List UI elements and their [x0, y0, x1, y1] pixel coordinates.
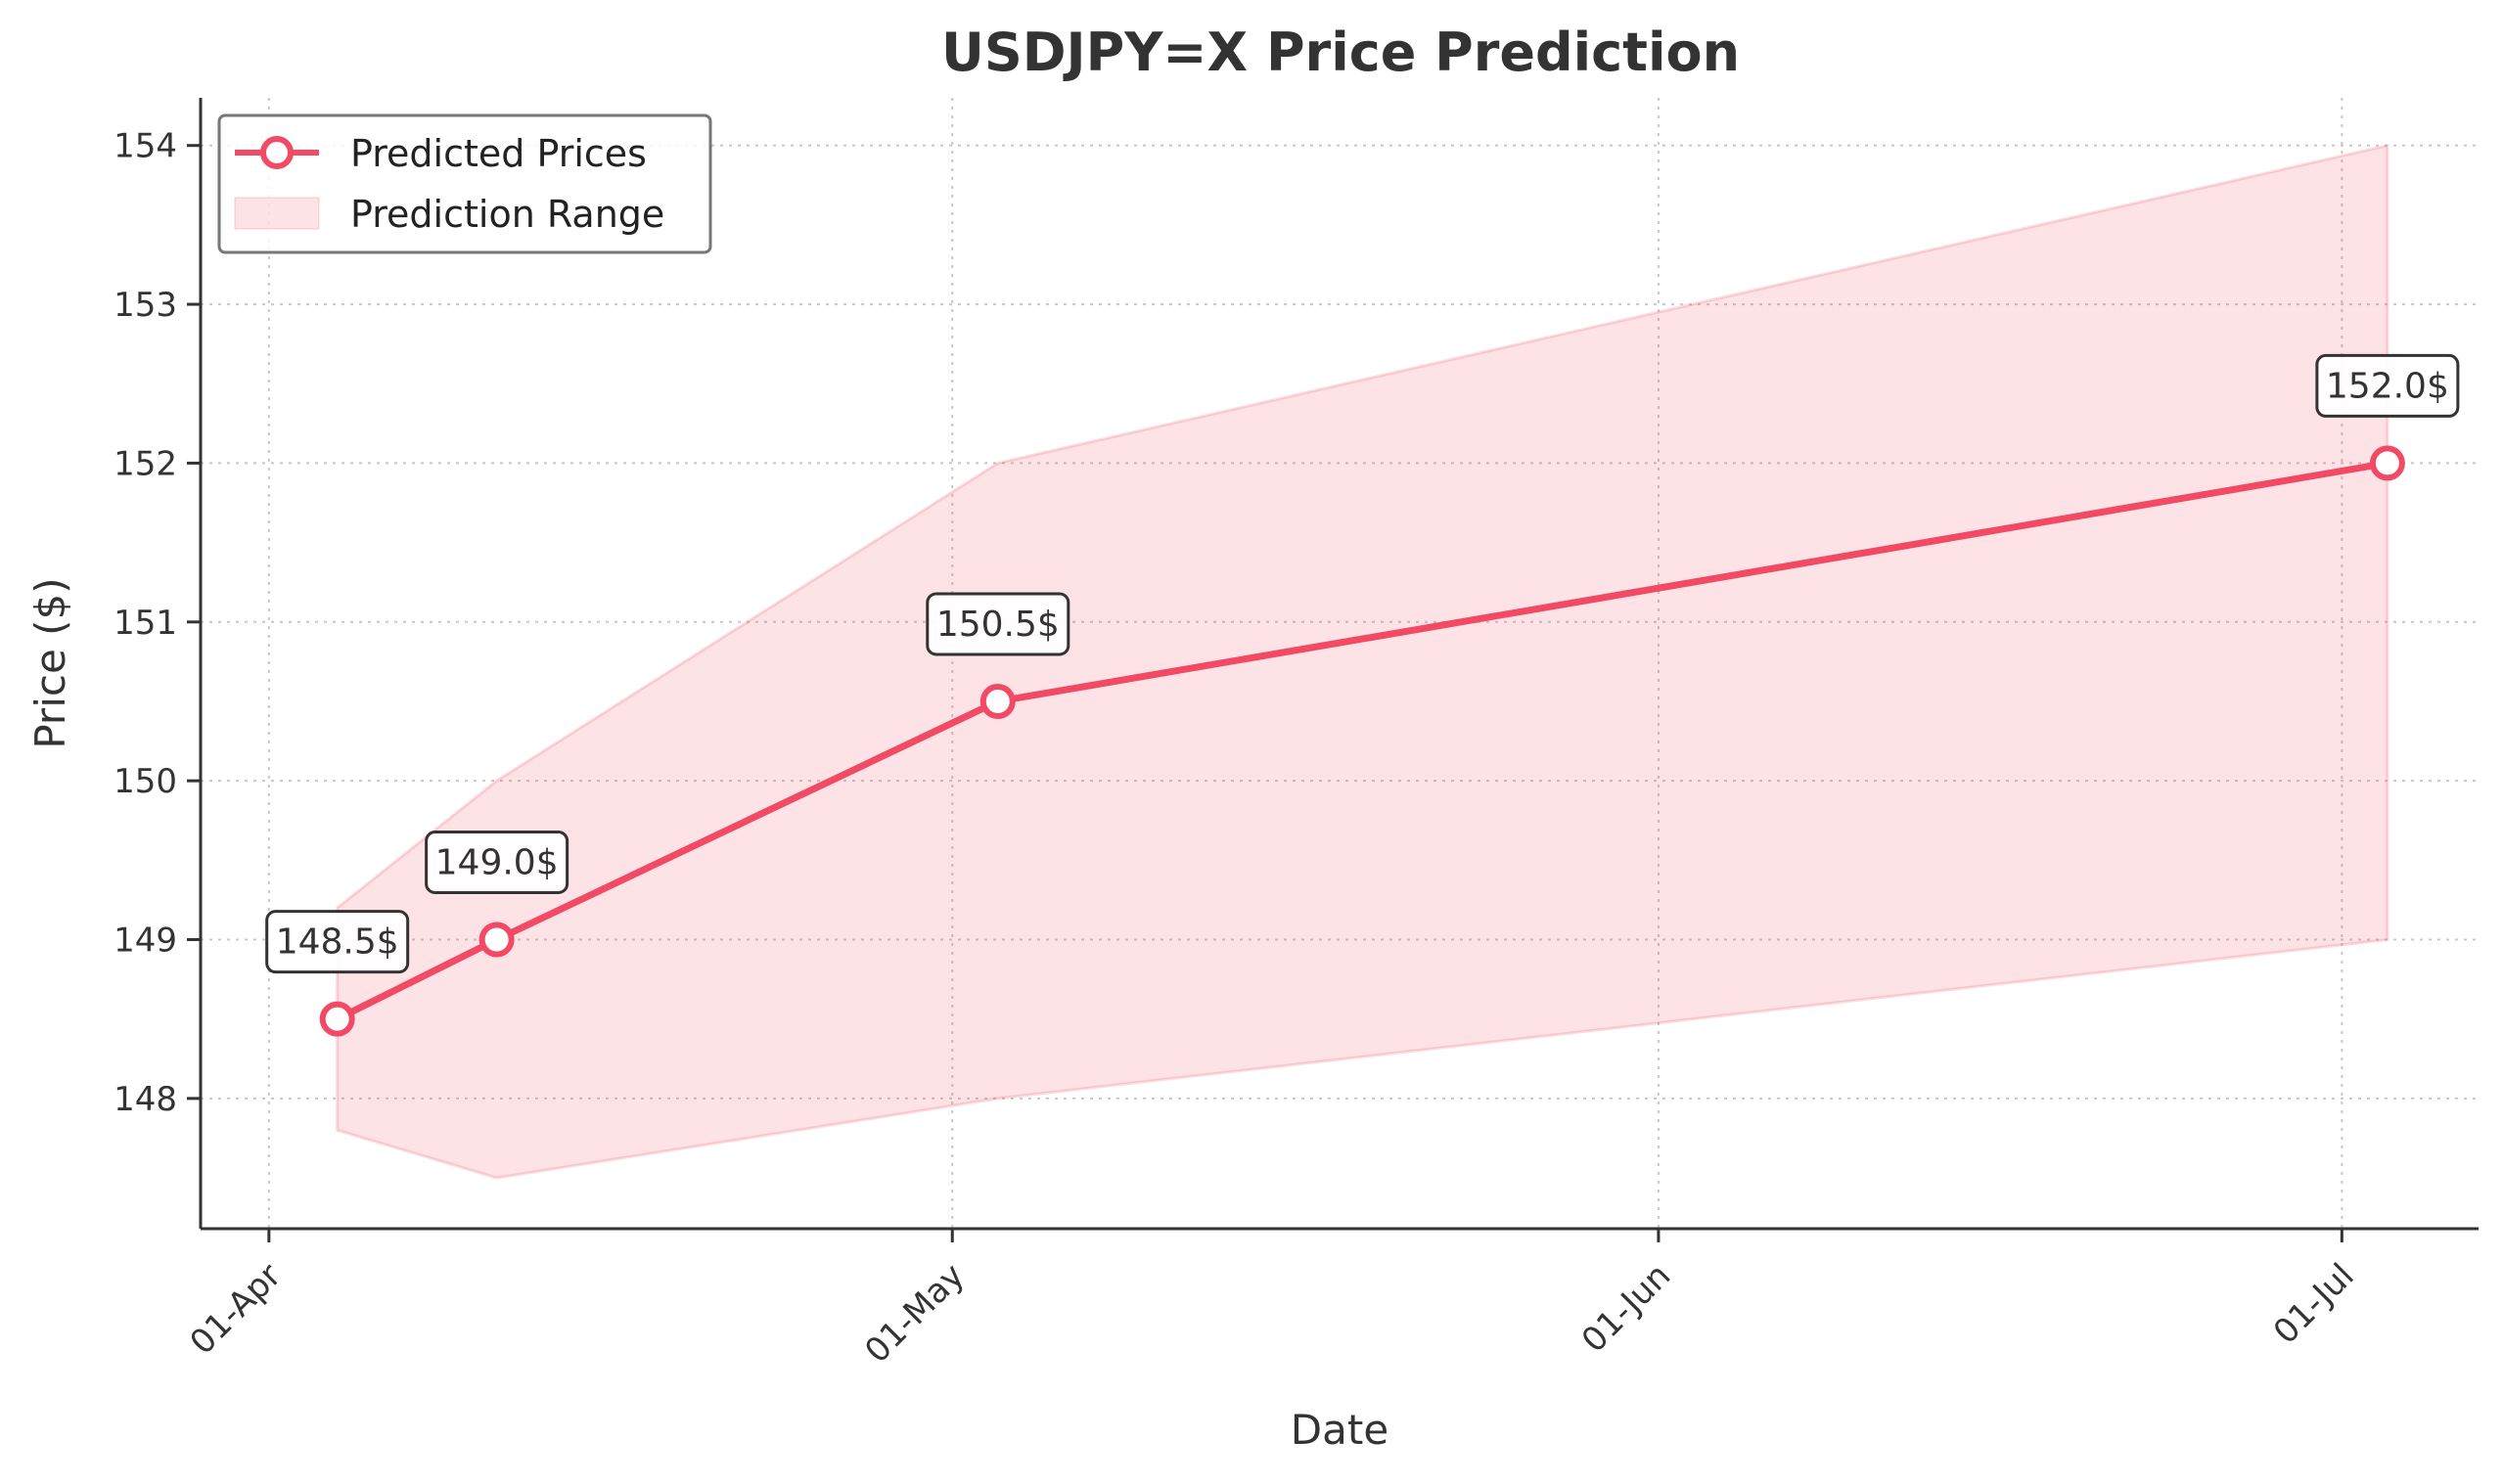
data-label-box [265, 910, 410, 974]
legend-marker-swatch [260, 136, 294, 169]
axes [199, 98, 2479, 1231]
y-tick-label: 150 [114, 762, 177, 801]
legend-box [217, 113, 712, 254]
y-axis-ticks: 148 149 150 151 152 153 154 [114, 127, 201, 1119]
y-tick-label: 153 [114, 286, 177, 325]
grid-lines [201, 98, 2479, 1229]
legend: Predicted Prices Prediction Range [217, 113, 712, 254]
prediction-range-polygon [336, 143, 2389, 1180]
data-point-marker [979, 683, 1016, 719]
legend-label-prediction-range: Prediction Range [350, 193, 664, 236]
predicted-prices-markers [319, 445, 2405, 1037]
data-labels: 148.5$ 149.0$ 150.5$ 152.0$ [265, 353, 2460, 974]
data-label: 149.0$ [435, 843, 559, 883]
y-tick-label: 149 [114, 922, 177, 961]
data-label-box [926, 592, 1070, 656]
legend-label-predicted-prices: Predicted Prices [350, 132, 647, 175]
data-point-marker [478, 922, 515, 958]
y-tick-label: 152 [114, 444, 177, 483]
predicted-prices-line [334, 459, 2391, 1023]
data-label-box [2315, 353, 2460, 418]
data-label: 152.0$ [2326, 366, 2449, 406]
y-tick-label: 154 [114, 127, 177, 166]
data-label: 148.5$ [276, 922, 399, 963]
y-tick-label: 151 [114, 604, 177, 643]
predicted-prices-series [334, 459, 2391, 1023]
chart-title: USDJPY=X Price Prediction [941, 22, 1740, 83]
legend-range-swatch [234, 197, 320, 230]
prediction-range-area [336, 143, 2389, 1180]
data-label: 150.5$ [936, 605, 1060, 645]
x-axis-title: Date [1291, 1406, 1388, 1454]
y-tick-label: 148 [114, 1080, 177, 1119]
data-point-marker [319, 1001, 355, 1037]
data-label-box [425, 831, 569, 895]
data-point-marker [2369, 445, 2405, 481]
y-axis-title: Price ($) [26, 577, 74, 748]
